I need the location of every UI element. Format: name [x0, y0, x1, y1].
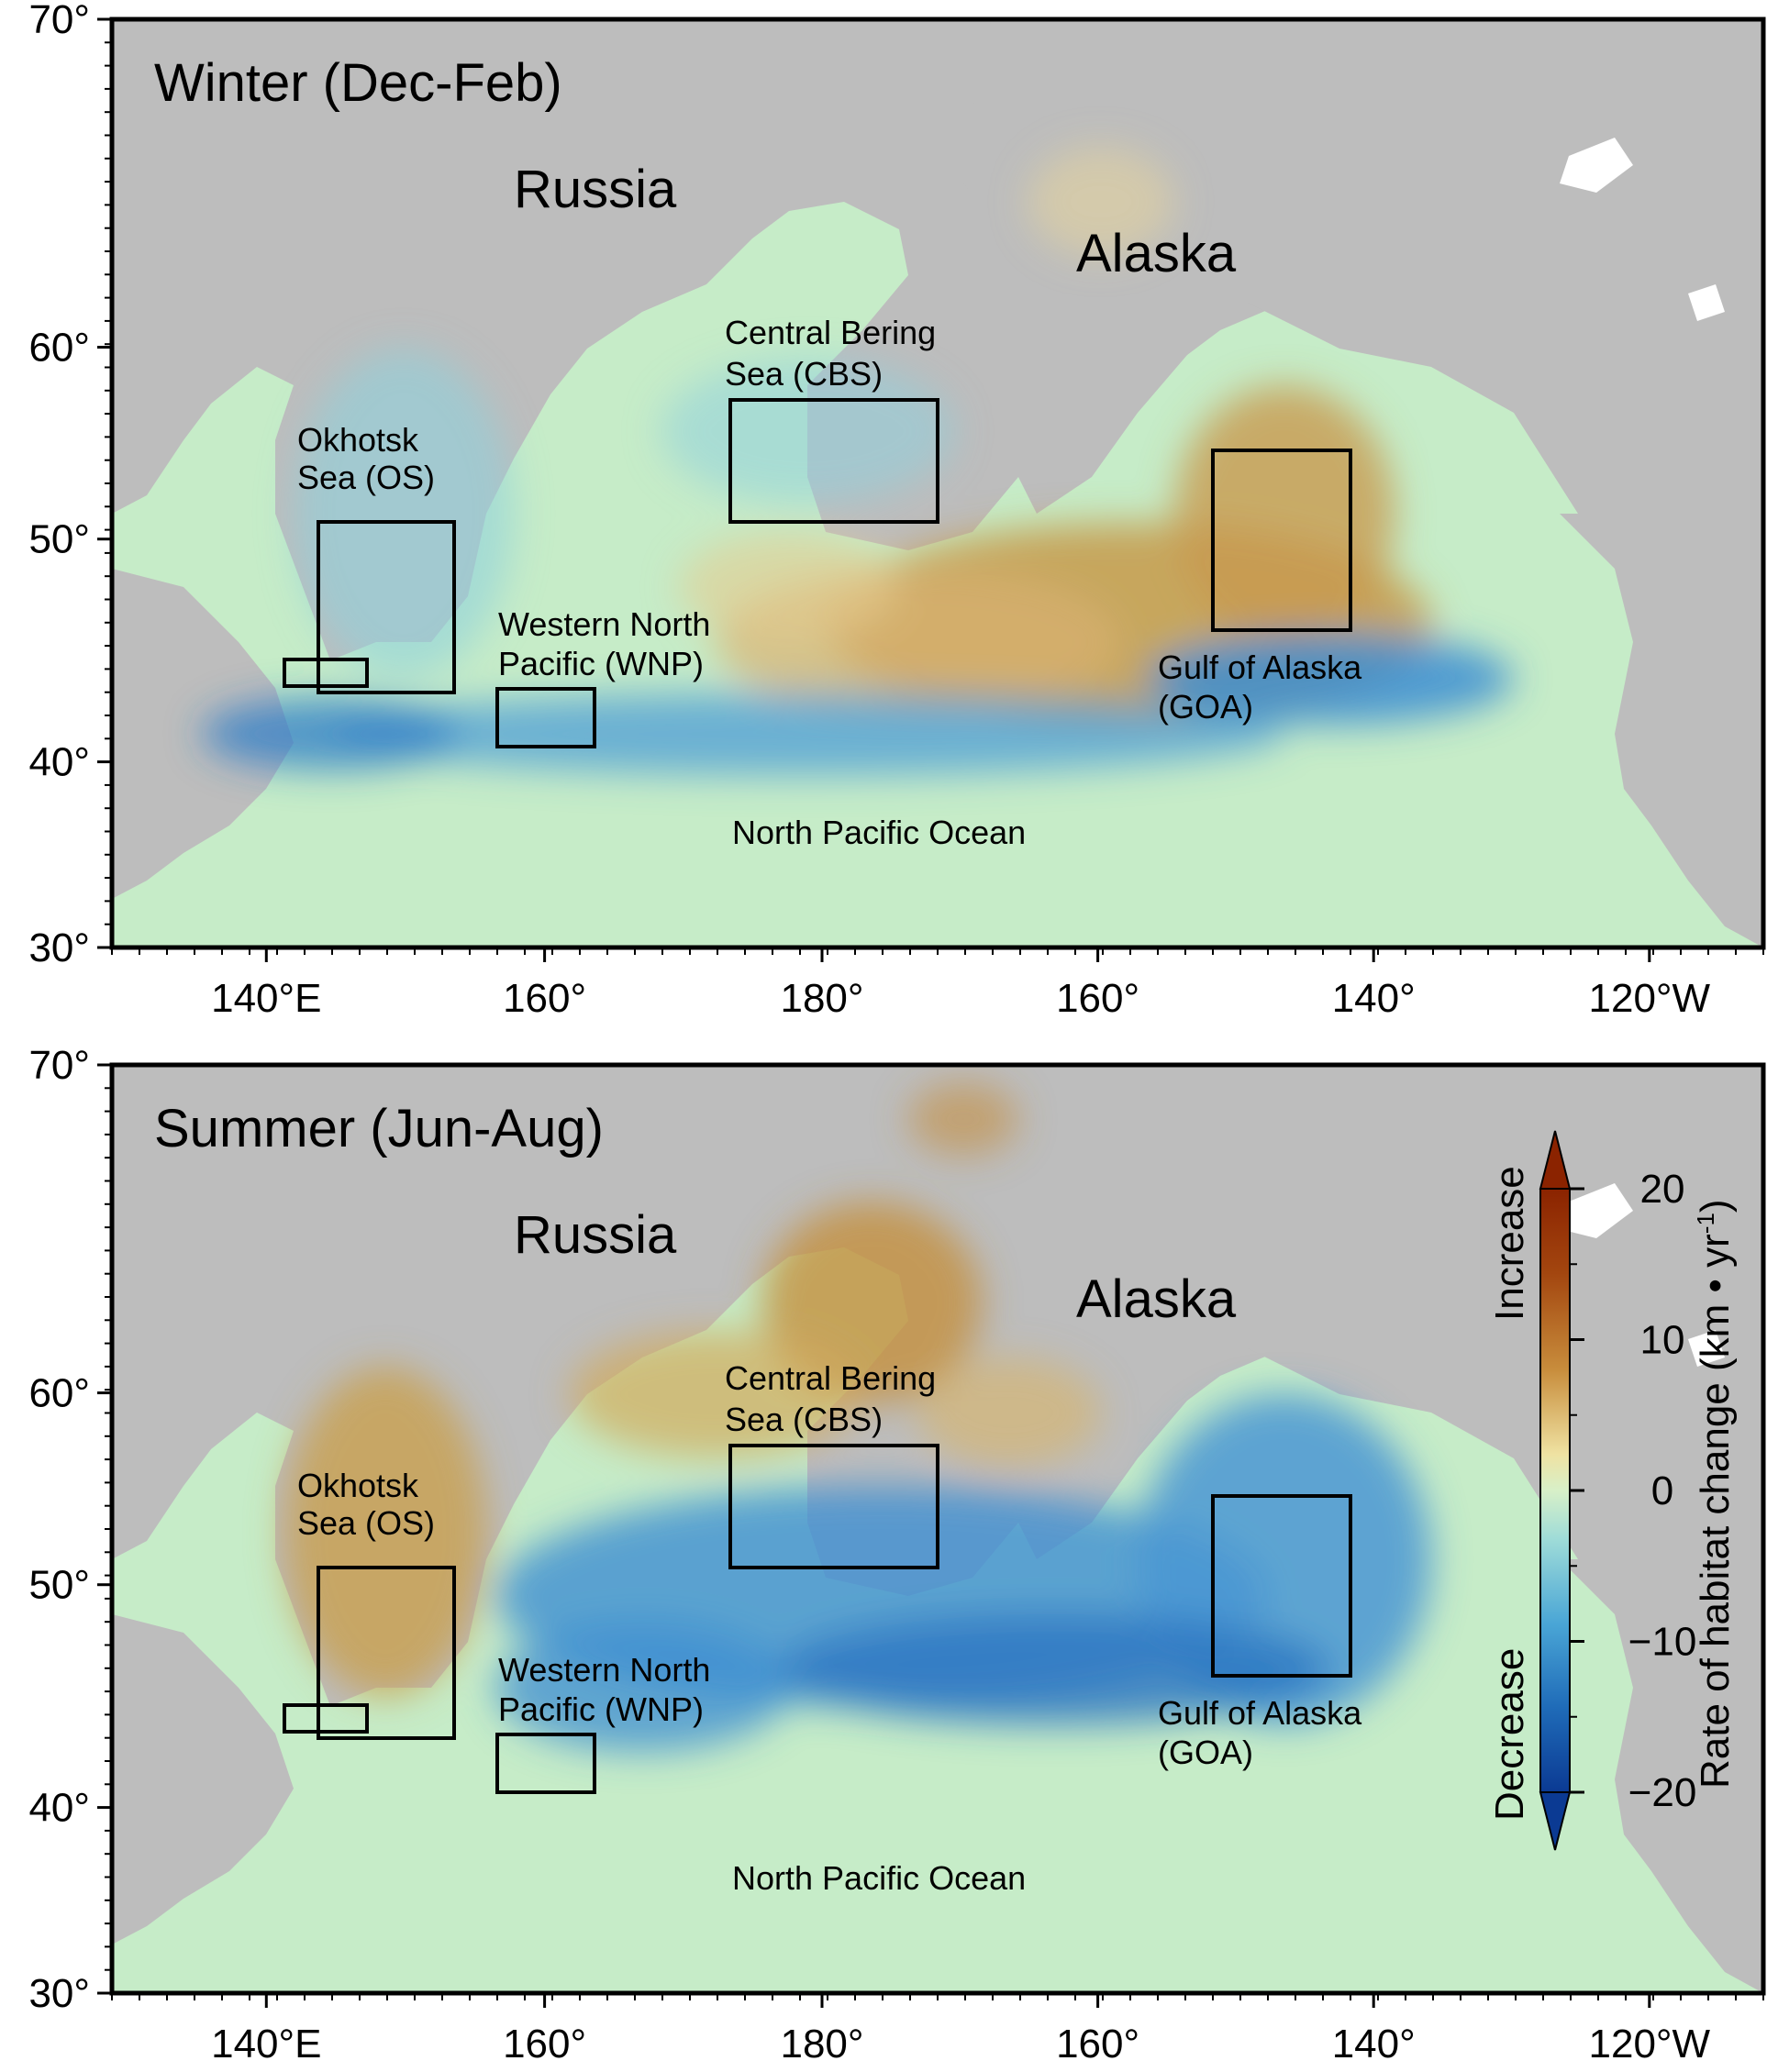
lon-tick-label: 160°	[1056, 2022, 1139, 2066]
box-goa	[1211, 449, 1352, 632]
box-wnp	[495, 1733, 596, 1794]
label-alaska: Alaska	[1076, 224, 1237, 283]
panel-title-winter: Winter (Dec-Feb)	[154, 53, 562, 113]
label-ocean: North Pacific Ocean	[732, 1859, 1026, 1897]
land-east-coast	[1560, 514, 1763, 947]
lat-tick-label: 30°	[28, 1971, 90, 2016]
lat-tick-label: 40°	[28, 740, 90, 785]
lon-tick-label: 160°	[1056, 976, 1139, 1021]
box-cbs	[728, 398, 939, 524]
label-cbs-2: Sea (CBS)	[725, 355, 883, 393]
axes-winter: 70° 60° 50° 40° 30° 140°E 160° 180° 160° 140° 120°…	[28, 0, 1764, 1021]
colorbar: 20 10 0 −10 −20 Increase Decrease Rate of ha…	[1487, 1130, 1738, 1851]
land-japan	[112, 1614, 294, 1945]
label-os-2: Sea (OS)	[297, 459, 435, 496]
lat-tick-label: 60°	[28, 326, 90, 371]
colorbar-tick-label: −20	[1628, 1770, 1697, 1815]
label-cbs-1: Central Bering	[725, 1359, 936, 1397]
box-goa	[1211, 1494, 1352, 1678]
label-wnp-2: Pacific (WNP)	[498, 645, 704, 682]
lon-tick-label: 140°E	[211, 2022, 321, 2066]
lon-tick-label: 160°	[503, 976, 586, 1021]
colorbar-increase-label: Increase	[1487, 1166, 1532, 1321]
lat-tick-label: 70°	[28, 1043, 90, 1088]
lat-tick-label: 60°	[28, 1371, 90, 1416]
label-wnp-1: Western North	[498, 605, 710, 643]
box-os-small	[283, 1703, 369, 1734]
lon-tick-label: 120°W	[1589, 2022, 1711, 2066]
label-wnp-2: Pacific (WNP)	[498, 1690, 704, 1728]
label-os-1: Okhotsk	[297, 421, 419, 459]
lon-tick-label: 180°	[780, 2022, 863, 2066]
lon-tick-label: 180°	[780, 976, 863, 1021]
colorbar-ticks: 20 10 0 −10 −20	[1570, 1167, 1696, 1815]
label-russia: Russia	[514, 1205, 677, 1265]
land-east-coast	[1560, 1559, 1763, 1993]
lat-tick-label: 50°	[28, 1563, 90, 1608]
label-goa-1: Gulf of Alaska	[1158, 1694, 1362, 1732]
label-russia: Russia	[514, 160, 677, 219]
lon-tick-label: 120°W	[1589, 976, 1711, 1021]
colorbar-tick-label: −10	[1628, 1620, 1697, 1665]
panel-summer	[112, 1065, 1763, 1993]
lake	[1560, 138, 1633, 193]
box-os	[317, 520, 456, 694]
panel-winter	[112, 19, 1763, 947]
lon-tick-label: 140°E	[211, 976, 321, 1021]
lat-tick-label: 40°	[28, 1786, 90, 1831]
label-os-2: Sea (OS)	[297, 1504, 435, 1542]
label-goa-2: (GOA)	[1158, 1734, 1253, 1771]
lake	[1688, 1330, 1725, 1367]
panel-title-summer: Summer (Jun-Aug)	[154, 1099, 604, 1158]
lon-tick-label: 160°	[503, 2022, 586, 2066]
colorbar-decrease-label: Decrease	[1487, 1648, 1532, 1821]
label-goa-2: (GOA)	[1158, 688, 1253, 726]
colorbar-title: Rate of habitat change (km • yr-1)	[1692, 1199, 1738, 1789]
label-os-1: Okhotsk	[297, 1467, 419, 1504]
box-os	[317, 1566, 456, 1740]
label-cbs-2: Sea (CBS)	[725, 1401, 883, 1438]
axes-summer: 70° 60° 50° 40° 30° 140°E 160° 180° 160° 140° 120°…	[28, 1043, 1764, 2066]
label-wnp-1: Western North	[498, 1651, 710, 1689]
colorbar-bottom-arrow	[1539, 1791, 1572, 1851]
label-ocean: North Pacific Ocean	[732, 814, 1026, 851]
colorbar-tick-label: 10	[1640, 1318, 1685, 1363]
habitat-change-field	[202, 147, 1514, 775]
lat-tick-label: 50°	[28, 517, 90, 562]
colorbar-tick-label: 20	[1640, 1167, 1685, 1212]
colorbar-gradient	[1539, 1188, 1571, 1793]
label-cbs-1: Central Bering	[725, 314, 936, 351]
lon-tick-label: 140°	[1332, 976, 1416, 1021]
label-goa-1: Gulf of Alaska	[1158, 648, 1362, 686]
lon-tick-label: 140°	[1332, 2022, 1416, 2066]
colorbar-tick-label: 0	[1651, 1468, 1673, 1513]
lake	[1560, 1183, 1633, 1238]
lake	[1688, 284, 1725, 321]
box-cbs	[728, 1444, 939, 1569]
lat-tick-label: 30°	[28, 925, 90, 970]
label-alaska: Alaska	[1076, 1269, 1237, 1329]
box-wnp	[495, 687, 596, 748]
lat-tick-label: 70°	[28, 0, 90, 42]
box-os-small	[283, 658, 369, 688]
